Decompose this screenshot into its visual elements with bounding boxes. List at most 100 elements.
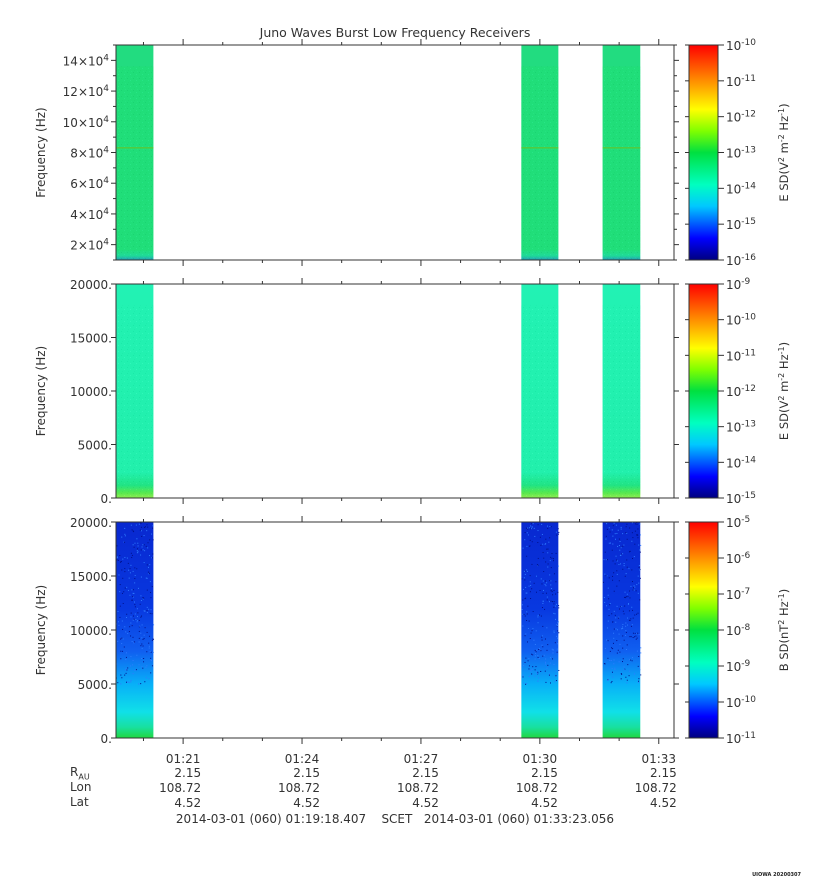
noise-dot [537,673,538,674]
noise-dot [153,639,154,640]
noise-dot [627,625,628,626]
noise-dot [538,649,539,650]
noise-dot [556,604,557,605]
noise-dot [548,563,549,564]
y-tick-label: 15000. [70,332,112,346]
noise-dot [525,634,526,635]
noise-dot [530,591,531,592]
noise-dot [553,560,554,561]
noise-dot [557,622,558,623]
noise-dot [127,633,128,634]
noise-dot [613,633,614,634]
noise-dot [637,638,638,639]
noise-dot [130,572,131,573]
noise-dot [129,578,130,579]
noise-dot [607,559,608,560]
noise-dot [633,590,634,591]
noise-dot [619,545,620,546]
ephemeris-value: 4.52 [531,796,558,810]
noise-dot [150,651,151,652]
noise-dot [126,652,127,653]
noise-dot [535,655,536,656]
noise-dot [152,640,153,641]
noise-dot [640,552,641,553]
noise-dot [619,644,620,645]
noise-dot [150,613,151,614]
noise-dot [549,574,550,575]
noise-dot [528,658,529,659]
noise-dot [629,527,630,528]
noise-dot [523,548,524,549]
noise-dot [152,557,153,558]
noise-dot [629,659,630,660]
y-tick-label: 15000. [70,570,112,584]
noise-dot [552,658,553,659]
noise-dot [556,636,557,637]
noise-dot [542,640,543,641]
noise-dot [629,610,630,611]
noise-dot [140,595,141,596]
noise-dot [523,665,524,666]
noise-dot [608,595,609,596]
noise-dot [530,581,531,582]
noise-dot [528,628,529,629]
noise-dot [139,620,140,621]
noise-dot [526,620,527,621]
noise-dot [551,526,552,527]
noise-dot [616,556,617,557]
noise-dot [131,613,132,614]
colorbar-tick-label: 10-12 [726,110,756,125]
x-tick-label: 01:27 [404,752,439,766]
noise-dot [144,527,145,528]
noise-dot [537,565,538,566]
noise-dot [141,600,142,601]
noise-dot [536,671,537,672]
noise-dot [540,671,541,672]
noise-dot [614,591,615,592]
noise-dot [528,534,529,535]
noise-dot [611,681,612,682]
noise-dot [639,634,640,635]
noise-dot [118,621,119,622]
noise-dot [139,642,140,643]
noise-dot [126,617,127,618]
noise-dot [522,604,523,605]
noise-dot [134,602,135,603]
y-tick-label: 10000. [70,624,112,638]
noise-dot [120,584,121,585]
noise-dot [553,613,554,614]
noise-dot [522,578,523,579]
noise-dot [146,651,147,652]
noise-dot [557,649,558,650]
noise-dot [525,574,526,575]
noise-dot [524,577,525,578]
noise-dot [530,598,531,599]
noise-dot [622,624,623,625]
noise-dot [540,545,541,546]
noise-dot [130,681,131,682]
noise-dot [132,625,133,626]
noise-dot [622,628,623,629]
noise-dot [619,652,620,653]
noise-dot [623,611,624,612]
noise-dot [632,657,633,658]
noise-dot [624,669,625,670]
noise-dot [610,603,611,604]
noise-dot [524,539,525,540]
noise-dot [616,570,617,571]
noise-dot [539,615,540,616]
noise-dot [612,536,613,537]
noise-dot [541,524,542,525]
noise-dot [143,661,144,662]
noise-dot [531,633,532,634]
noise-dot [532,666,533,667]
noise-dot [633,633,634,634]
noise-dot [124,542,125,543]
noise-dot [624,613,625,614]
noise-dot [619,634,620,635]
noise-dot [523,683,524,684]
x-tick-label: 01:30 [523,752,558,766]
noise-dot [536,576,537,577]
noise-dot [525,684,526,685]
noise-dot [136,568,137,569]
